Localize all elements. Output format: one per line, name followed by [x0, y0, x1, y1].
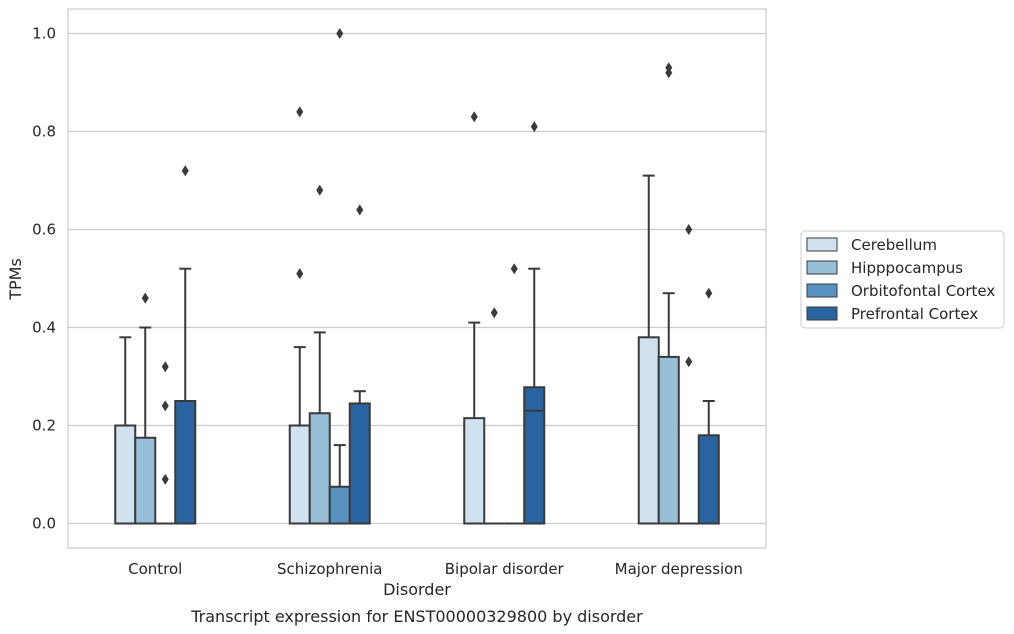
- x-tick-label: Major depression: [615, 560, 743, 578]
- y-tick-label: 0.4: [32, 319, 56, 337]
- y-tick-label: 0.8: [32, 123, 56, 141]
- outlier-point: [161, 473, 169, 485]
- box: [308, 412, 331, 525]
- outlier-point: [161, 361, 169, 373]
- outlier-point: [181, 165, 189, 177]
- chart-caption: Transcript expression for ENST0000032980…: [190, 607, 643, 626]
- legend-label: Cerebellum: [851, 236, 937, 254]
- box-groups: [114, 28, 720, 525]
- box: [637, 336, 660, 525]
- outlier-point: [470, 111, 478, 123]
- y-tick-label: 1.0: [32, 25, 56, 43]
- box: [463, 417, 486, 525]
- outlier-point: [356, 204, 364, 216]
- box: [134, 436, 157, 525]
- x-tick-label: Schizophrenia: [277, 560, 382, 578]
- box: [657, 355, 680, 525]
- legend-frame: [800, 230, 1005, 329]
- legend-label: Prefrontal Cortex: [851, 305, 978, 323]
- outlier-point: [336, 28, 344, 39]
- outlier-point: [665, 62, 673, 74]
- x-tick-label: Bipolar disorder: [445, 560, 565, 578]
- legend: Cerebellum Hipppocampus Orbitofontal Corte…: [800, 230, 1005, 329]
- box: [697, 434, 720, 525]
- x-tick-label: Control: [128, 560, 182, 578]
- box-2-3: [678, 224, 699, 525]
- box-3-2: [523, 121, 546, 525]
- legend-swatch: [806, 283, 838, 298]
- box-1-0: [134, 292, 157, 525]
- y-tick-label: 0.2: [32, 417, 56, 435]
- outlier-point: [296, 268, 304, 280]
- outlier-point: [685, 224, 693, 235]
- legend-swatch: [806, 306, 838, 321]
- box: [174, 400, 197, 525]
- box-3-1: [348, 204, 371, 525]
- legend-swatch: [806, 237, 838, 252]
- outlier-point: [705, 287, 713, 299]
- outlier-point: [530, 121, 538, 133]
- legend-label: Orbitofontal Cortex: [851, 282, 995, 300]
- box: [523, 386, 546, 525]
- x-axis-label: Disorder: [383, 580, 451, 599]
- plot-frame: [67, 8, 767, 549]
- box-3-3: [697, 287, 720, 525]
- box-0-0: [114, 336, 137, 525]
- box-1-2: [484, 307, 505, 525]
- outlier-point: [685, 356, 693, 368]
- box-0-3: [637, 174, 660, 525]
- outlier-point: [161, 400, 169, 412]
- box-1-3: [657, 62, 680, 525]
- box-2-0: [155, 361, 176, 525]
- box-2-2: [504, 263, 525, 525]
- box: [328, 485, 351, 525]
- x-tick-labels: Control Schizophrenia Bipolar disorder Majo…: [128, 560, 743, 578]
- box-3-0: [174, 165, 197, 525]
- legend-label: Hipppocampus: [851, 259, 963, 277]
- box-1-1: [308, 184, 331, 525]
- box: [288, 424, 311, 525]
- y-tick-label: 0.6: [32, 221, 56, 239]
- outlier-point: [510, 263, 518, 275]
- box: [348, 402, 371, 525]
- box: [114, 424, 137, 525]
- outlier-point: [296, 106, 304, 118]
- box-2-1: [328, 28, 351, 525]
- box-0-1: [288, 106, 311, 525]
- outlier-point: [490, 307, 498, 319]
- legend-swatch: [806, 260, 838, 275]
- box-0-2: [463, 111, 486, 525]
- outlier-point: [316, 184, 324, 196]
- y-tick-label: 0.0: [32, 515, 56, 533]
- y-tick-labels: 0.0 0.2 0.4 0.6 0.8 1.0: [32, 25, 56, 533]
- y-axis-label: TPMs: [6, 258, 25, 301]
- outlier-point: [141, 292, 149, 304]
